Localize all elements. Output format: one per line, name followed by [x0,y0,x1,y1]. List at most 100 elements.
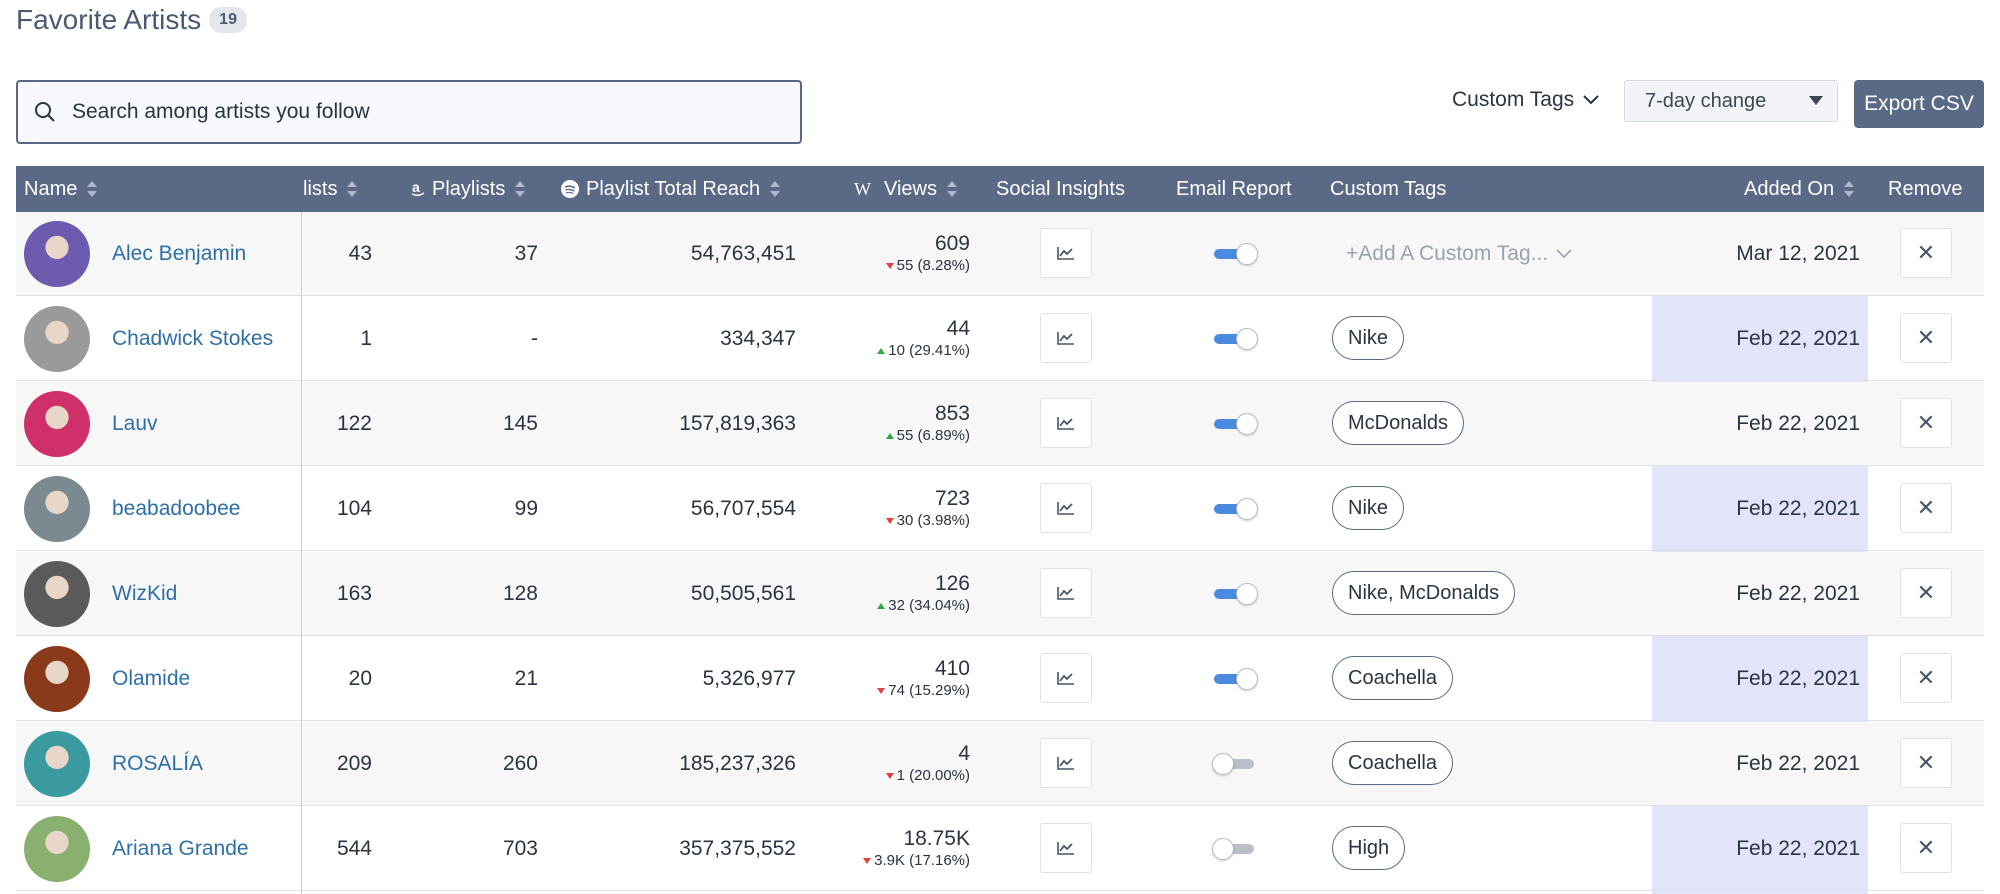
wiki-views-value: 609 [934,232,970,255]
email-report-toggle[interactable] [1212,668,1258,692]
avatar[interactable] [24,816,90,882]
column-header-name[interactable]: Name [24,166,98,212]
email-report-toggle[interactable] [1212,413,1258,437]
spotify-reach-cell: 56,707,554 [690,497,796,520]
remove-button[interactable]: ✕ [1900,483,1952,533]
column-header-remove: Remove [1888,166,1962,212]
remove-button[interactable]: ✕ [1900,398,1952,448]
custom-tags-dropdown[interactable]: Custom Tags [1452,88,1600,112]
wiki-views-stack: 18.75K 3.9K (17.16%) [863,807,970,891]
caret-down-icon [1809,96,1823,105]
artist-name-link[interactable]: Lauv [112,412,158,435]
search-input[interactable] [70,99,774,125]
artist-name-link[interactable]: Ariana Grande [112,837,249,860]
table-header: Name lists a Playlists Playlist Total Re… [16,166,1984,212]
wiki-views-delta: 32 (34.04%) [877,596,970,616]
custom-tag-pill[interactable]: Nike, McDonalds [1332,571,1516,615]
amazon-playlists-cell: 21 [514,667,538,690]
line-chart-icon [1057,247,1074,260]
close-icon: ✕ [1916,495,1936,520]
export-csv-button[interactable]: Export CSV [1854,80,1984,128]
artist-name-link[interactable]: WizKid [112,582,178,605]
amazon-playlists-cell: 703 [502,837,538,860]
wiki-views-delta: 1 (20.00%) [885,766,970,786]
amazon-icon: a [411,180,425,197]
toggle-track [1214,504,1254,514]
line-chart-icon [1057,332,1074,345]
wiki-views-delta-text: 10 (29.41%) [888,342,970,359]
wiki-views-value: 18.75K [903,827,970,850]
column-header-spotify-reach[interactable]: Playlist Total Reach [560,166,781,212]
artist-name-link[interactable]: ROSALÍA [112,752,204,775]
column-header-lists[interactable]: lists [303,166,358,212]
remove-button[interactable]: ✕ [1900,823,1952,873]
social-insights-button[interactable] [1040,823,1092,873]
email-report-toggle[interactable] [1212,838,1258,862]
custom-tag-pill[interactable]: Nike [1332,486,1405,530]
custom-tag-pill[interactable]: High [1332,826,1406,870]
social-insights-button[interactable] [1040,568,1092,618]
column-header-email-report: Email Report [1176,166,1292,212]
spotify-reach-cell: 357,375,552 [679,837,796,860]
social-insights-button[interactable] [1040,313,1092,363]
remove-button[interactable]: ✕ [1900,568,1952,618]
change-period-select[interactable]: 7-day change [1624,80,1838,122]
social-insights-button[interactable] [1040,653,1092,703]
trend-down-icon [863,858,872,864]
toggle-knob [1212,838,1234,860]
remove-button[interactable]: ✕ [1900,653,1952,703]
artist-name-link[interactable]: beabadoobee [112,497,241,520]
remove-button[interactable]: ✕ [1900,313,1952,363]
spotify-icon [561,180,579,198]
email-report-toggle[interactable] [1212,753,1258,777]
wiki-views-delta: 30 (3.98%) [885,511,970,531]
avatar[interactable] [24,221,90,287]
custom-tag-pill[interactable]: McDonalds [1332,401,1465,445]
social-insights-button[interactable] [1040,228,1092,278]
table-row: Olamide 20 21 5,326,977 410 74 (15.29%) Coache… [16,637,1984,721]
email-report-toggle[interactable] [1212,583,1258,607]
column-header-amazon-playlists[interactable]: a Playlists [410,166,526,212]
social-insights-button[interactable] [1040,398,1092,448]
email-report-toggle[interactable] [1212,243,1258,267]
social-insights-button[interactable] [1040,483,1092,533]
wiki-views-stack: 126 32 (34.04%) [877,552,970,636]
wiki-views-stack: 44 10 (29.41%) [877,297,970,381]
remove-button[interactable]: ✕ [1900,228,1952,278]
table-row: Ariana Grande 544 703 357,375,552 18.75K 3.9K… [16,807,1984,891]
avatar[interactable] [24,476,90,542]
social-insights-button[interactable] [1040,738,1092,788]
table-row: ROSALÍA 209 260 185,237,326 4 1 (20.00%) Coach… [16,722,1984,806]
custom-tag-label: High [1348,836,1390,859]
toggle-track [1214,674,1254,684]
lists-cell: 43 [348,242,372,265]
column-header-wiki-views[interactable]: W Views [854,166,957,212]
close-icon: ✕ [1916,750,1936,775]
artist-name-link[interactable]: Chadwick Stokes [112,327,274,350]
email-report-toggle[interactable] [1212,328,1258,352]
add-custom-tag-dropdown[interactable]: +Add A Custom Tag... [1346,212,1572,296]
wiki-views-stack: 853 55 (6.89%) [885,382,970,466]
email-report-toggle[interactable] [1212,498,1258,522]
wiki-views-delta: 55 (8.28%) [885,256,970,276]
line-chart-icon [1057,842,1074,855]
wiki-views-delta-text: 1 (20.00%) [896,767,970,784]
custom-tag-pill[interactable]: Nike [1332,316,1405,360]
lists-cell: 209 [336,752,372,775]
remove-button[interactable]: ✕ [1900,738,1952,788]
artist-name-link[interactable]: Olamide [112,667,191,690]
wiki-views-cell: 609 55 (8.28%) [816,212,970,296]
wiki-views-delta-text: 30 (3.98%) [896,512,970,529]
search-box[interactable] [16,80,802,144]
line-chart-icon [1057,417,1074,430]
wiki-views-value: 4 [958,742,970,765]
avatar[interactable] [24,306,90,372]
custom-tag-pill[interactable]: Coachella [1332,656,1453,700]
avatar[interactable] [24,391,90,457]
column-header-added-on[interactable]: Added On [1744,166,1855,212]
avatar[interactable] [24,731,90,797]
custom-tag-pill[interactable]: Coachella [1332,741,1453,785]
avatar[interactable] [24,646,90,712]
artist-name-link[interactable]: Alec Benjamin [112,242,247,265]
avatar[interactable] [24,561,90,627]
